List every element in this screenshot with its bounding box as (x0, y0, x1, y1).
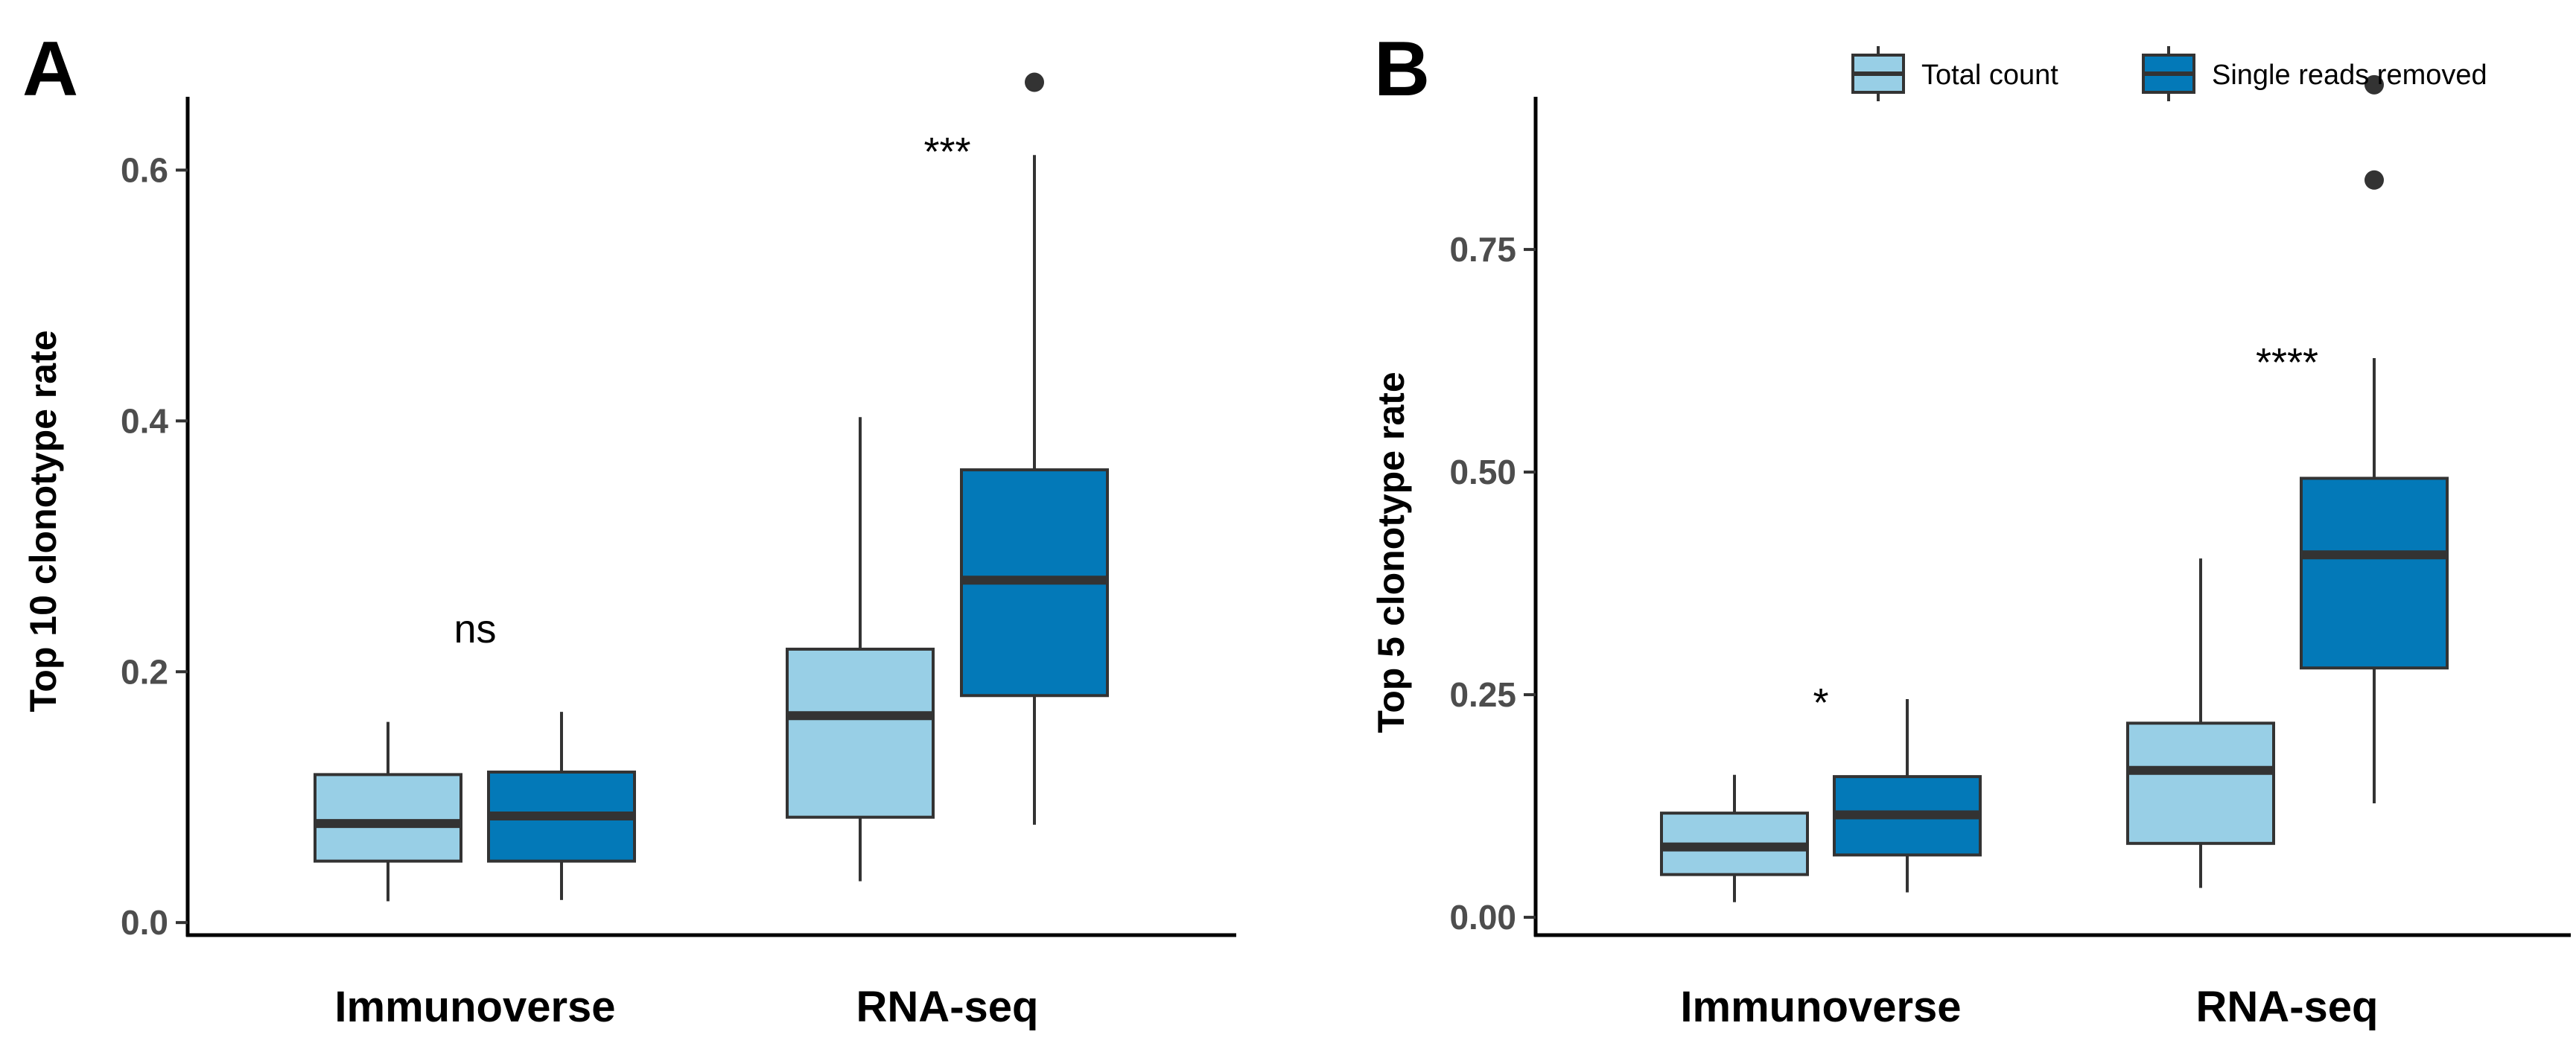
boxes-a (314, 72, 1109, 902)
panel-a: A Top 10 clonotype rate 0.0 0.2 0.4 0.6 Imm… (22, 26, 1236, 1031)
legend-label-total-count: Total count (1921, 60, 2058, 91)
y-tick-label-a-3: 0.6 (121, 150, 168, 189)
category-label-b-rnaseq: RNA-seq (2196, 983, 2379, 1031)
y-tick-label-b-0: 0.00 (1449, 898, 1516, 937)
y-tick-label-a-0: 0.0 (121, 903, 168, 942)
y-axis-label-a: Top 10 clonotype rate (22, 330, 64, 712)
legend: Total count Single reads removed (1851, 46, 2487, 101)
legend-key-total-count (1851, 46, 1905, 101)
y-ticks-a: 0.0 0.2 0.4 0.6 (121, 150, 188, 942)
y-tick-label-b-2: 0.50 (1449, 453, 1516, 491)
outlier-b-rnaseq-removed-1 (2364, 74, 2384, 95)
panel-letter-b: B (1374, 26, 1430, 112)
panel-b: B Top 5 clonotype rate 0.000.250.500.75 … (1370, 26, 2571, 1031)
y-tick-label-a-1: 0.2 (121, 652, 168, 691)
y-ticks-b: 0.00 0.25 0.50 0.75 (1449, 230, 1536, 937)
legend-key-single-reads-removed (2142, 46, 2195, 101)
box-a-immunoverse-total (314, 773, 462, 863)
box-a-rnaseq-total (786, 647, 935, 819)
category-label-b-immunoverse: Immunoverse (1680, 983, 1961, 1031)
box-b-rnaseq-removed (2300, 476, 2449, 670)
outlier-b-rnaseq-removed-0 (2364, 170, 2384, 190)
legend-label-single-reads-removed: Single reads removed (2212, 60, 2487, 91)
panel-letter-a: A (22, 26, 78, 112)
boxes-b (1660, 74, 2449, 902)
outlier-a-rnaseq-removed-0 (1025, 72, 1044, 92)
y-axis-label-b: Top 5 clonotype rate (1370, 372, 1412, 733)
category-label-a-immunoverse: Immunoverse (334, 983, 615, 1031)
annotation-b-rnaseq: **** (2256, 340, 2318, 385)
y-tick-label-a-2: 0.4 (121, 401, 168, 440)
box-b-rnaseq-total (2126, 721, 2275, 845)
annotation-a-immunoverse: ns (454, 607, 496, 651)
y-tick-label-b-3: 0.75 (1449, 230, 1516, 269)
annotation-b-immunoverse: * (1813, 680, 1828, 725)
category-label-a-rnaseq: RNA-seq (856, 983, 1039, 1031)
y-tick-label-b-1: 0.25 (1449, 675, 1516, 714)
annotation-a-rnaseq: *** (923, 130, 970, 174)
